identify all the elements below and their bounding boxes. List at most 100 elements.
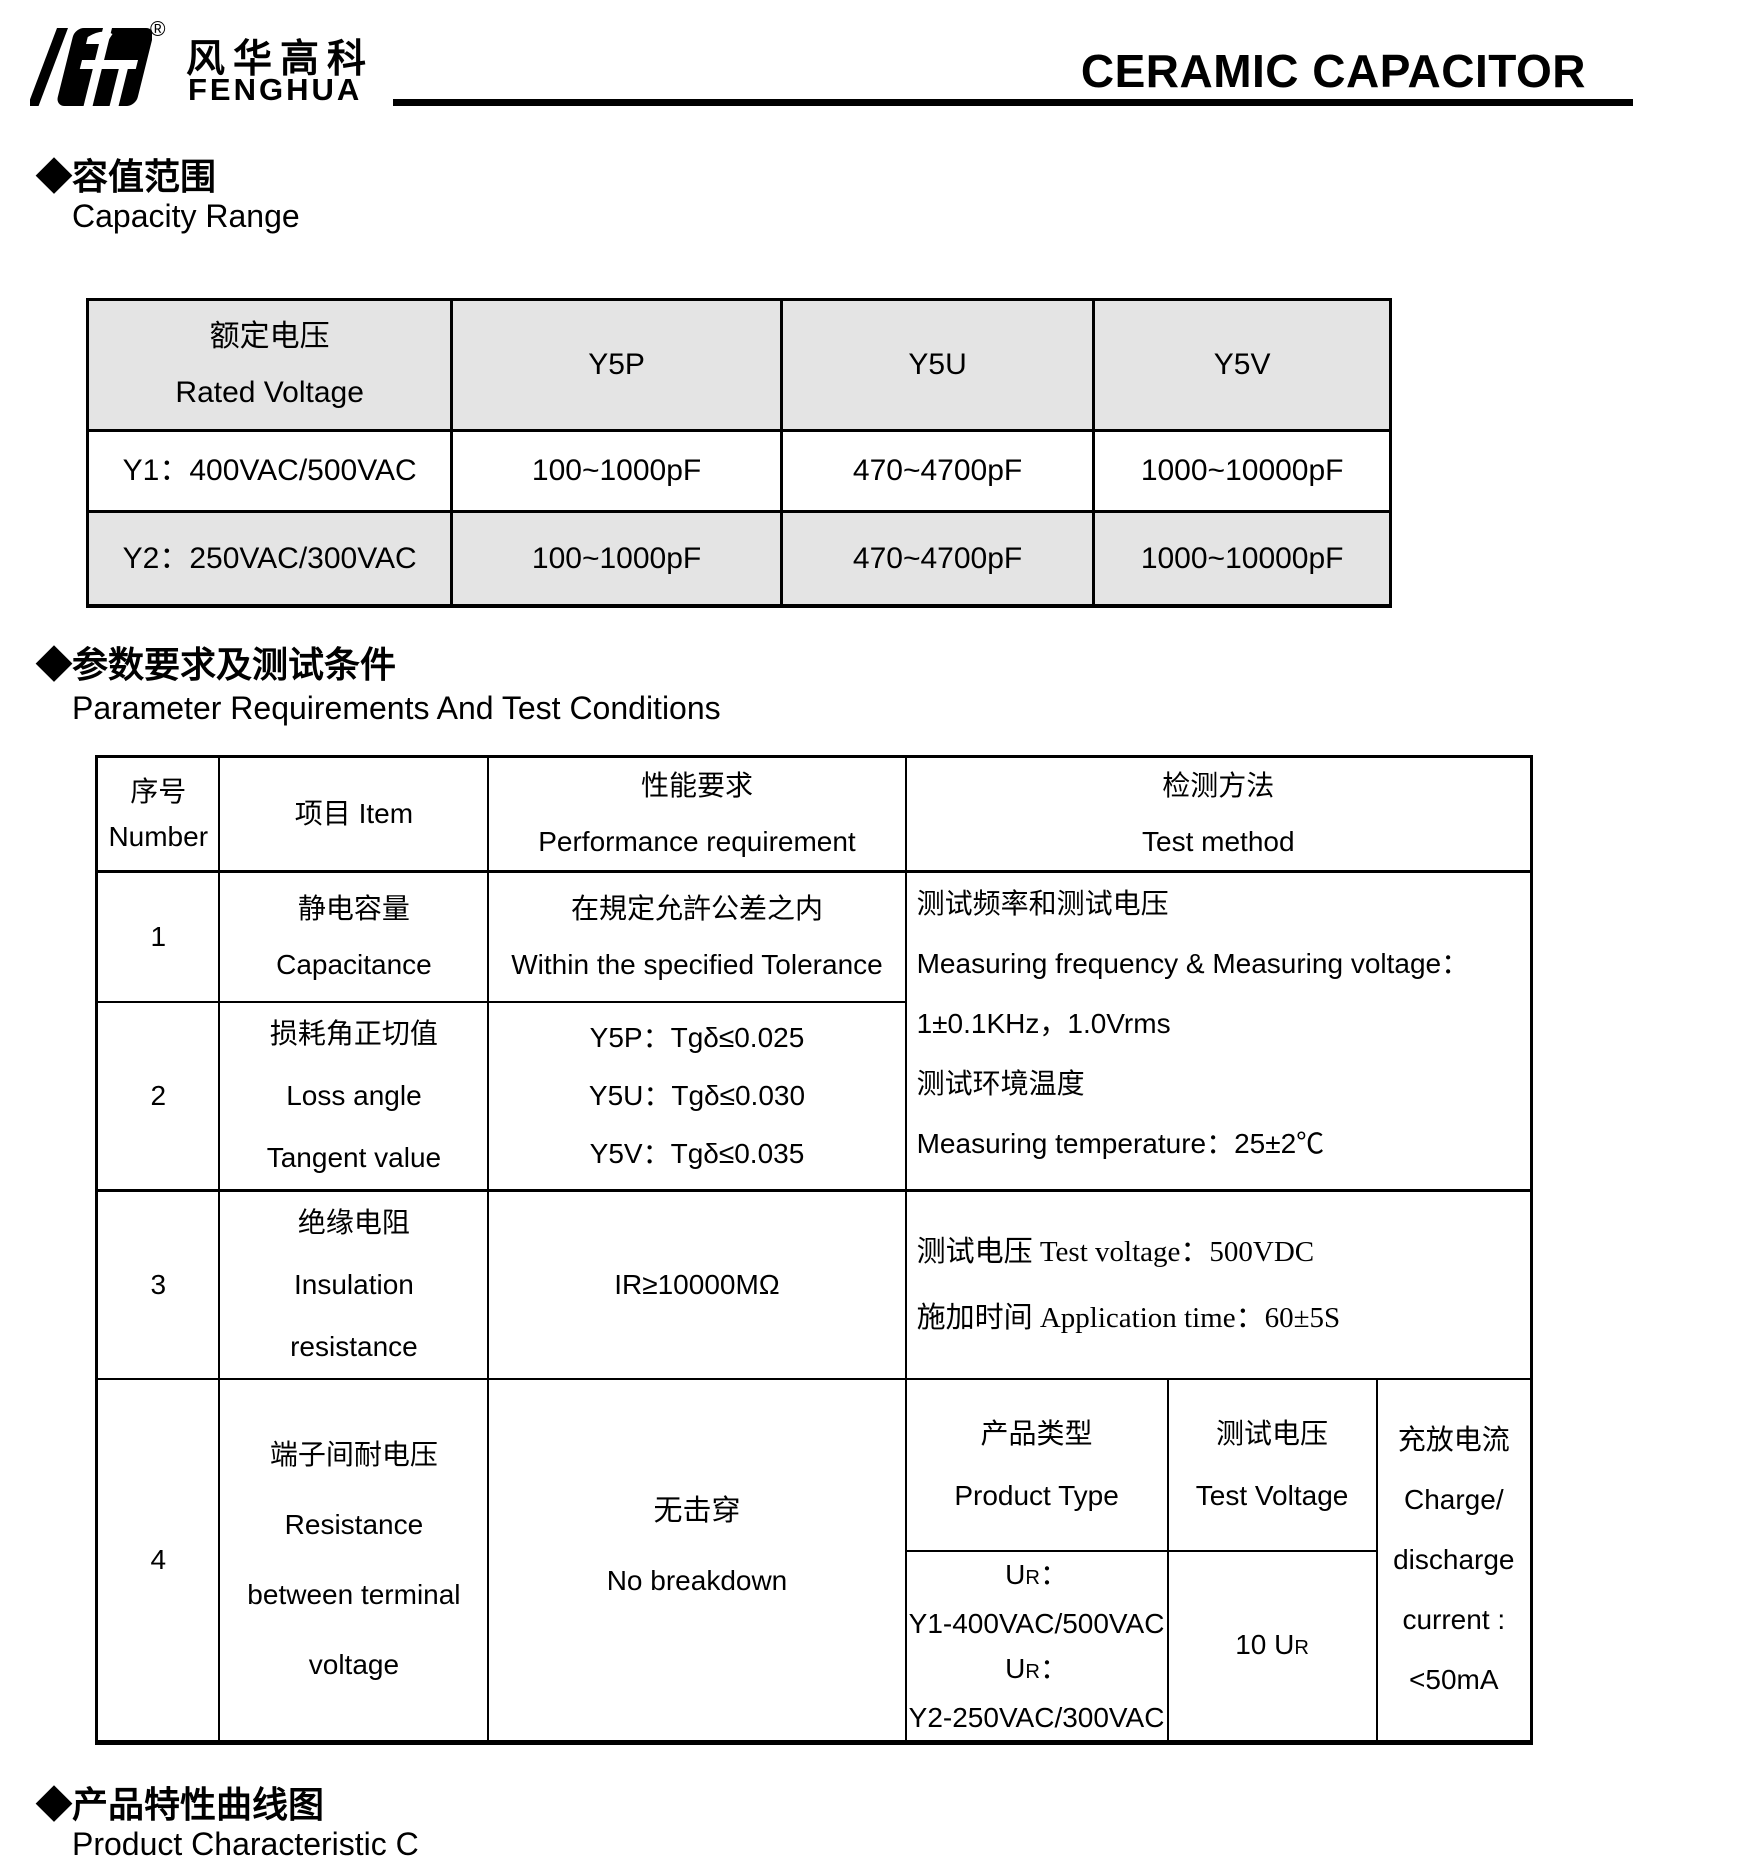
- ur-label: UR：: [1005, 1559, 1068, 1590]
- number-header-cn: 序号: [130, 776, 187, 807]
- brand-name-chinese: 风华高科: [186, 38, 375, 81]
- row-number-cell: 3: [98, 1191, 221, 1380]
- requirement-en: Within the specified Tolerance: [511, 948, 883, 980]
- table-cell: Y2：250VAC/300VAC: [89, 513, 454, 604]
- method-line: 施加时间 Application time：60±5S: [916, 1301, 1341, 1334]
- curve-heading-en: Product Characteristic C: [72, 1826, 419, 1862]
- item-cell-insulation: 绝缘电阻 Insulation resistance: [220, 1191, 490, 1380]
- performance-header-en: Performance requirement: [538, 826, 856, 857]
- table-cell: 100~1000pF: [453, 513, 783, 604]
- item-cell-terminal-voltage: 端子间耐电压 Resistance between terminal volta…: [220, 1379, 490, 1740]
- requirement-line: 无击穿: [653, 1494, 741, 1527]
- header-rule: [393, 99, 1633, 106]
- y5v-header-cell: Y5V: [1095, 301, 1389, 432]
- item-cell-loss-angle: 损耗角正切值 Loss angle Tangent value: [220, 1002, 490, 1192]
- test-voltage-en: Test Voltage: [1195, 1479, 1349, 1511]
- registered-trademark-icon: ®: [150, 18, 166, 41]
- table-cell: Y1：400VAC/500VAC: [89, 431, 454, 514]
- method-line: Measuring temperature：25±2℃: [916, 1127, 1325, 1159]
- method-line: 测试电压 Test voltage：500VDC: [916, 1235, 1315, 1268]
- product-type-value-cell: UR： Y1-400VAC/500VAC UR： Y2-250VAC/300VA…: [907, 1552, 1169, 1740]
- item-line: Tangent value: [266, 1141, 442, 1173]
- y2-rating: Y2-250VAC/300VAC: [908, 1702, 1165, 1733]
- document-title: CERAMIC CAPACITOR: [1080, 45, 1586, 97]
- fenghua-logo-icon: [27, 22, 154, 115]
- rated-voltage-header-cell: 额定电压 Rated Voltage: [89, 301, 454, 432]
- charge-line: <50mA: [1409, 1663, 1499, 1695]
- capacity-heading-cn: ◆容值范围: [36, 156, 217, 197]
- item-line: Insulation: [293, 1268, 414, 1300]
- charge-line: discharge: [1393, 1543, 1515, 1575]
- test-voltage-header-cell: 测试电压 Test Voltage: [1168, 1379, 1378, 1552]
- row-number-cell: 2: [98, 1002, 221, 1192]
- capacity-heading-en: Capacity Range: [72, 198, 300, 234]
- requirement-cell-insulation: IR≥10000MΩ: [489, 1191, 907, 1380]
- parameter-table: 序号 Number 项目 Item 性能要求 Performance requi…: [95, 755, 1533, 1745]
- item-cn: 静电容量: [297, 892, 410, 924]
- method-cell-measuring-conditions: 测试频率和测试电压 Measuring frequency & Measurin…: [906, 873, 1530, 1192]
- performance-header-cell: 性能要求 Performance requirement: [489, 758, 907, 873]
- y1-rating: Y1-400VAC/500VAC: [908, 1608, 1165, 1639]
- method-line: 测试频率和测试电压: [916, 887, 1169, 919]
- method-header-cell: 检测方法 Test method: [906, 758, 1530, 873]
- item-cell-capacitance: 静电容量 Capacitance: [220, 873, 490, 1003]
- y5p-header-cell: Y5P: [453, 301, 783, 432]
- table-cell: 470~4700pF: [782, 513, 1096, 604]
- nested-test-table: 产品类型 Product Type 测试电压 Test Voltage 充放电流…: [906, 1379, 1530, 1740]
- requirement-line: No breakdown: [606, 1564, 788, 1596]
- ur-label: UR：: [1005, 1653, 1068, 1684]
- rated-voltage-cn: 额定电压: [209, 319, 330, 353]
- item-line: 端子间耐电压: [269, 1438, 438, 1470]
- item-line: Resistance: [284, 1508, 424, 1540]
- item-line: 绝缘电阻: [297, 1206, 410, 1238]
- item-line: between terminal: [247, 1578, 461, 1610]
- item-line: Loss angle: [286, 1079, 422, 1111]
- method-cell-terminal-voltage: 产品类型 Product Type 测试电压 Test Voltage 充放电流…: [906, 1379, 1530, 1740]
- row-number-cell: 1: [98, 873, 221, 1003]
- product-type-cn: 产品类型: [980, 1417, 1093, 1449]
- method-line: 测试环境温度: [916, 1067, 1085, 1099]
- charge-line: Charge/: [1403, 1483, 1504, 1515]
- method-line: Measuring frequency & Measuring voltage：: [916, 947, 1470, 979]
- item-line: 损耗角正切值: [269, 1017, 438, 1049]
- requirement-cell-breakdown: 无击穿 No breakdown: [489, 1379, 907, 1740]
- number-header-cell: 序号 Number: [98, 758, 221, 873]
- method-header-cn: 检测方法: [1162, 770, 1275, 801]
- test-voltage-value-cell: 10 UR: [1169, 1552, 1378, 1740]
- item-header-cell: 项目 Item: [220, 758, 490, 873]
- requirement-cell-loss-angle: Y5P：Tgδ≤0.025 Y5U：Tgδ≤0.030 Y5V：Tgδ≤0.03…: [489, 1002, 907, 1192]
- requirement-line: Y5V：Tgδ≤0.035: [589, 1137, 805, 1169]
- method-line: 1±0.1KHz，1.0Vrms: [916, 1007, 1171, 1039]
- charge-discharge-cell: 充放电流 Charge/ discharge current : <50mA: [1378, 1380, 1530, 1740]
- product-type-header-cell: 产品类型 Product Type: [906, 1379, 1169, 1552]
- capacity-range-table: 额定电压 Rated Voltage Y5P Y5U Y5V Y1：400VAC…: [86, 298, 1392, 608]
- method-header-en: Test method: [1142, 826, 1295, 857]
- rated-voltage-en: Rated Voltage: [175, 375, 364, 409]
- test-voltage-cn: 测试电压: [1216, 1417, 1329, 1449]
- item-line: resistance: [290, 1330, 418, 1362]
- requirement-line: Y5P：Tgδ≤0.025: [589, 1021, 805, 1053]
- table-cell: 470~4700pF: [782, 431, 1096, 514]
- table-cell: 100~1000pF: [453, 431, 783, 514]
- requirement-cn: 在規定允許公差之内: [570, 892, 823, 924]
- item-line: voltage: [308, 1648, 400, 1680]
- parameter-heading-cn: ◆参数要求及测试条件: [36, 644, 397, 685]
- row-number-cell: 4: [98, 1379, 221, 1740]
- product-type-en: Product Type: [954, 1479, 1119, 1511]
- table-cell: 1000~10000pF: [1095, 432, 1389, 514]
- item-en: Capacitance: [276, 948, 432, 980]
- requirement-cell-capacitance: 在規定允許公差之内 Within the specified Tolerance: [489, 873, 907, 1003]
- method-cell-insulation: 测试电压 Test voltage：500VDC 施加时间 Applicatio…: [906, 1192, 1530, 1380]
- parameter-heading-en: Parameter Requirements And Test Conditio…: [72, 690, 721, 726]
- performance-header-cn: 性能要求: [640, 770, 753, 801]
- charge-line: current :: [1402, 1603, 1506, 1635]
- y5u-header-cell: Y5U: [782, 301, 1096, 432]
- curve-heading-cn: ◆产品特性曲线图: [36, 1784, 325, 1825]
- test-voltage-value: 10 UR: [1235, 1628, 1309, 1660]
- requirement-line: Y5U：Tgδ≤0.030: [588, 1079, 806, 1111]
- number-header-en: Number: [108, 821, 209, 852]
- brand-name-english: FENGHUA: [188, 72, 363, 107]
- table-cell: 1000~10000pF: [1095, 513, 1389, 604]
- charge-line: 充放电流: [1397, 1423, 1510, 1455]
